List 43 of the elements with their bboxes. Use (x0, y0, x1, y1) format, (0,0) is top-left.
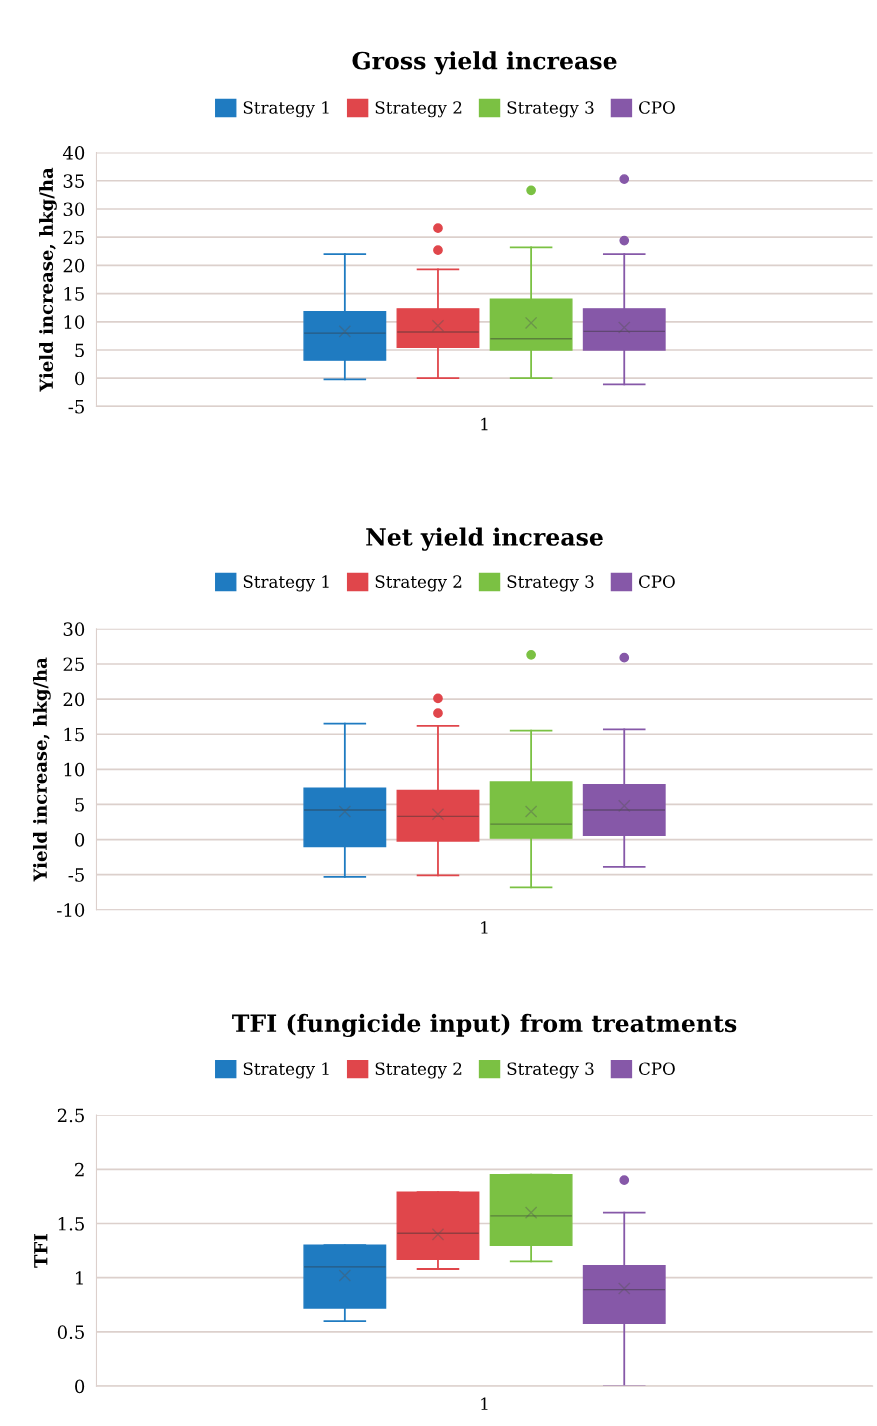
legend-label: Strategy 3 (507, 101, 594, 118)
y-tick-label: 0 (75, 1379, 85, 1394)
y-tick-label: 1 (76, 1271, 83, 1285)
y-tick-label: 10 (64, 315, 85, 329)
chart-title: TFI (fungicide input) from treatments (232, 1013, 737, 1038)
chart-title: Net yield increase (366, 527, 603, 551)
legend-label: CPO (639, 575, 675, 588)
y-axis-title: Yield increase, hkg/ha (32, 657, 51, 882)
y-tick-label: 15 (64, 727, 84, 742)
y-tick-label: 0 (75, 833, 85, 847)
legend-label: Strategy 2 (375, 575, 462, 592)
chart-title: Gross yield increase (352, 51, 617, 75)
legend-label: CPO (639, 101, 675, 114)
y-tick-label: -5 (68, 400, 84, 414)
y-tick-label: 5 (75, 798, 84, 812)
y-tick-label: 5 (75, 343, 84, 358)
legend-label: Strategy 3 (507, 575, 594, 592)
y-tick-label: 15 (64, 287, 84, 301)
y-tick-label: 0 (75, 371, 85, 386)
y-tick-label: 40 (62, 146, 85, 160)
y-tick-label: 30 (63, 202, 85, 217)
y-tick-label: 20 (63, 692, 85, 707)
y-tick-label: -5 (68, 868, 84, 882)
y-tick-label: 1.5 (58, 1216, 84, 1231)
y-tick-label: 30 (63, 622, 85, 636)
legend-label: Strategy 2 (375, 101, 462, 118)
y-tick-label: -10 (57, 903, 85, 917)
y-tick-label: 2 (75, 1162, 84, 1177)
y-tick-label: 0.5 (57, 1325, 84, 1339)
legend-label: Strategy 1 (243, 1062, 329, 1079)
y-tick-label: 20 (63, 258, 85, 273)
legend-label: Strategy 3 (507, 1062, 594, 1079)
y-tick-label: 35 (63, 174, 84, 188)
y-tick-label: 25 (63, 657, 84, 672)
y-tick-label: 25 (63, 230, 84, 245)
y-tick-label: 2.5 (57, 1108, 84, 1123)
legend-label: Strategy 1 (243, 575, 329, 592)
legend-label: Strategy 1 (243, 101, 329, 118)
y-tick-label: 10 (64, 762, 85, 777)
legend-label: Strategy 2 (375, 1062, 462, 1079)
y-axis-title: TFI (34, 1234, 48, 1268)
legend-label: CPO (639, 1062, 675, 1075)
y-axis-title: Yield increase, hkg/ha (39, 167, 57, 392)
